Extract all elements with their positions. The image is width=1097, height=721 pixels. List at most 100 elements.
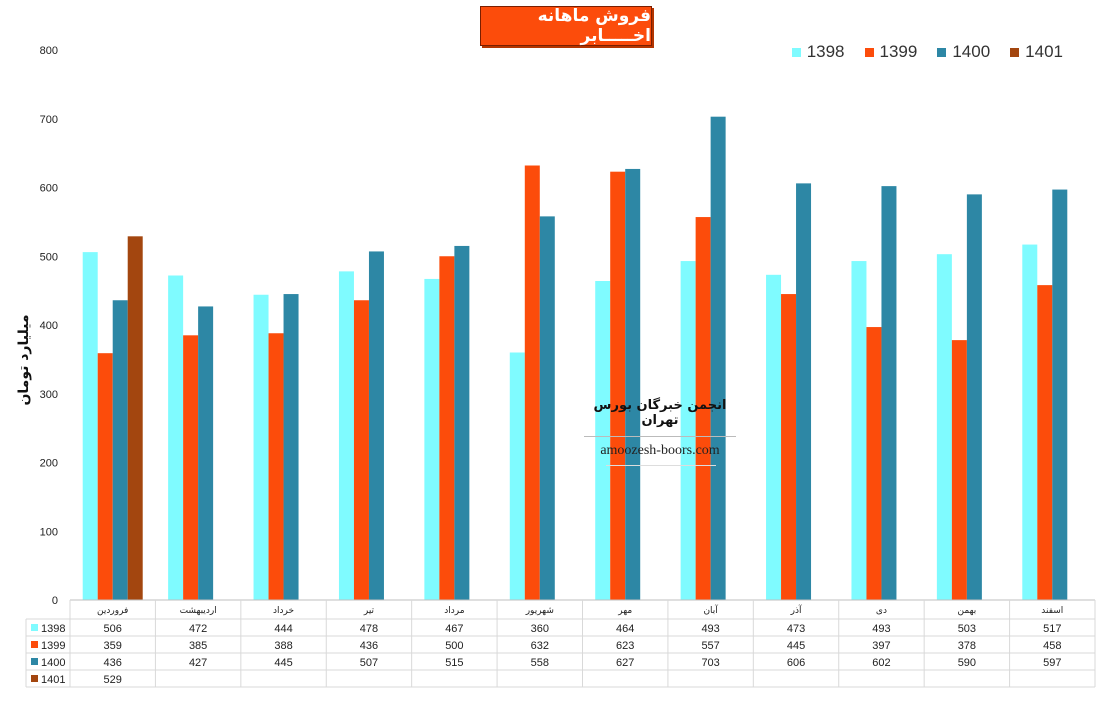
legend-swatch xyxy=(791,47,801,57)
x-tick-label: اردیبهشت xyxy=(180,606,217,616)
table-cell: 427 xyxy=(189,657,207,669)
table-cell: 472 xyxy=(189,623,207,635)
table-legend-swatch-1399 xyxy=(31,641,38,648)
bar-1400-1 xyxy=(112,300,128,600)
table-cell: 529 xyxy=(104,674,122,686)
bar-1399-1 xyxy=(97,353,113,600)
table-cell: 445 xyxy=(274,657,292,669)
legend-swatch xyxy=(937,47,947,57)
bar-1399-8 xyxy=(695,217,711,600)
table-cell: 458 xyxy=(1043,640,1061,652)
table-legend-swatch-1400 xyxy=(31,658,38,665)
table-cell: 360 xyxy=(531,623,549,635)
bar-1400-3 xyxy=(283,294,299,600)
table-cell: 632 xyxy=(531,640,549,652)
bar-1398-8 xyxy=(680,261,696,600)
table-cell: 493 xyxy=(701,623,719,635)
y-tick-label: 300 xyxy=(40,389,58,401)
bar-1398-12 xyxy=(1022,244,1038,600)
legend-label: 1399 xyxy=(879,42,918,61)
x-tick-label: خرداد xyxy=(273,606,294,616)
bar-1398-11 xyxy=(936,254,952,600)
table-cell: 464 xyxy=(616,623,634,635)
watermark-url: amoozesh-boors.com xyxy=(600,443,720,458)
bar-1399-3 xyxy=(268,333,284,600)
table-cell: 445 xyxy=(787,640,805,652)
table-cell: 436 xyxy=(360,640,378,652)
table-cell: 444 xyxy=(274,623,292,635)
bar-1398-1 xyxy=(82,252,98,600)
table-cell: 602 xyxy=(872,657,890,669)
bar-1399-7 xyxy=(610,171,626,600)
bar-1398-2 xyxy=(168,275,184,600)
bar-1400-6 xyxy=(539,216,555,600)
bar-1400-7 xyxy=(625,168,641,600)
watermark-divider xyxy=(584,436,736,437)
table-cell: 359 xyxy=(104,640,122,652)
table-series-label: 1399 xyxy=(41,640,65,652)
table-cell: 503 xyxy=(958,623,976,635)
x-tick-label: آبان xyxy=(703,604,718,616)
bar-1399-11 xyxy=(951,340,967,600)
y-axis-label: میلیارد تومان xyxy=(16,314,32,406)
watermark-title: انجمن خبرگان بورس تهران xyxy=(593,398,727,428)
table-cell: 478 xyxy=(360,623,378,635)
table-cell: 557 xyxy=(701,640,719,652)
bar-1399-10 xyxy=(866,327,882,600)
table-series-label: 1400 xyxy=(41,657,65,669)
bar-1398-10 xyxy=(851,261,867,600)
bar-1398-6 xyxy=(509,352,525,600)
y-tick-label: 400 xyxy=(40,320,58,332)
bar-1400-8 xyxy=(710,116,726,600)
watermark-underline xyxy=(606,465,716,466)
bar-1399-12 xyxy=(1037,285,1053,600)
table-legend-swatch-1398 xyxy=(31,624,38,631)
y-tick-label: 600 xyxy=(40,183,58,195)
legend-item-1398: 1398 xyxy=(791,42,845,62)
table-cell: 590 xyxy=(958,657,976,669)
table-cell: 703 xyxy=(701,657,719,669)
bar-1398-7 xyxy=(595,281,611,600)
y-tick-label: 800 xyxy=(40,45,58,57)
bar-1400-12 xyxy=(1052,189,1068,600)
x-tick-label: بهمن xyxy=(958,606,977,616)
bar-1401-1 xyxy=(127,236,143,600)
table-cell: 436 xyxy=(104,657,122,669)
y-tick-label: 200 xyxy=(40,458,58,470)
x-tick-label: تیر xyxy=(363,606,375,616)
table-cell: 473 xyxy=(787,623,805,635)
table-cell: 378 xyxy=(958,640,976,652)
bar-1400-4 xyxy=(368,251,384,600)
bar-1399-6 xyxy=(524,165,540,600)
table-cell: 627 xyxy=(616,657,634,669)
y-axis-label-wrap: میلیارد تومان xyxy=(4,300,44,420)
legend-item-1400: 1400 xyxy=(937,42,990,62)
watermark: انجمن خبرگان بورس تهران amoozesh-boors.c… xyxy=(584,398,736,466)
bar-1399-5 xyxy=(439,256,455,600)
x-tick-label: مرداد xyxy=(444,606,464,616)
bar-1400-10 xyxy=(881,186,897,600)
table-cell: 623 xyxy=(616,640,634,652)
legend-label: 1400 xyxy=(952,42,991,61)
bar-1399-2 xyxy=(183,335,199,600)
table-cell: 500 xyxy=(445,640,463,652)
table-series-label: 1398 xyxy=(41,623,65,635)
table-cell: 506 xyxy=(104,623,122,635)
y-tick-label: 700 xyxy=(40,114,58,126)
table-cell: 388 xyxy=(274,640,292,652)
table-cell: 507 xyxy=(360,657,378,669)
table-cell: 597 xyxy=(1043,657,1061,669)
legend-label: 1398 xyxy=(806,42,845,61)
legend-swatch xyxy=(1010,47,1020,57)
x-tick-label: مهر xyxy=(617,606,632,616)
legend-item-1401: 1401 xyxy=(1010,42,1063,62)
table-series-label: 1401 xyxy=(41,674,65,686)
x-tick-label: اسفند xyxy=(1041,606,1063,616)
bar-1398-3 xyxy=(253,294,269,600)
table-legend-swatch-1401 xyxy=(31,675,38,682)
legend-swatch xyxy=(864,47,874,57)
y-tick-label: 0 xyxy=(52,595,58,607)
x-tick-label: فروردین xyxy=(97,606,128,616)
table-cell: 517 xyxy=(1043,623,1061,635)
